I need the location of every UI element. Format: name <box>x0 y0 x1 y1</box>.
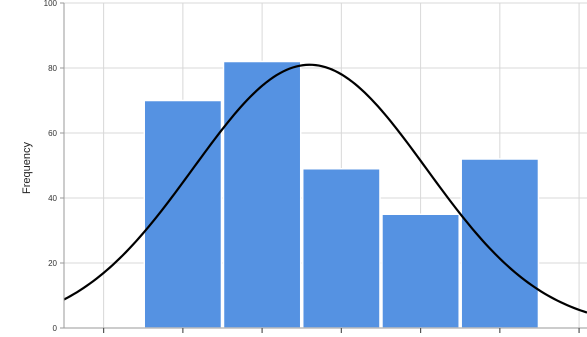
tick-labels: 0 20 40 60 80 100 <box>44 0 58 333</box>
axes <box>60 2 587 333</box>
bars <box>143 60 540 329</box>
histogram-bar <box>301 168 381 329</box>
y-tick-label: 100 <box>44 0 58 8</box>
y-tick-label: 60 <box>48 129 57 138</box>
y-tick-label: 40 <box>48 194 57 203</box>
histogram-bar <box>381 213 460 329</box>
y-axis-title: Frequency <box>21 142 33 194</box>
normal-curve <box>63 63 587 314</box>
histogram-bar <box>222 60 302 329</box>
normal-curve-group <box>63 63 587 314</box>
y-tick-label: 80 <box>48 64 57 73</box>
histogram-bar <box>460 158 540 329</box>
y-tick-label: 20 <box>48 259 57 268</box>
histogram-bar <box>143 99 223 329</box>
y-tick-label: 0 <box>53 324 58 333</box>
